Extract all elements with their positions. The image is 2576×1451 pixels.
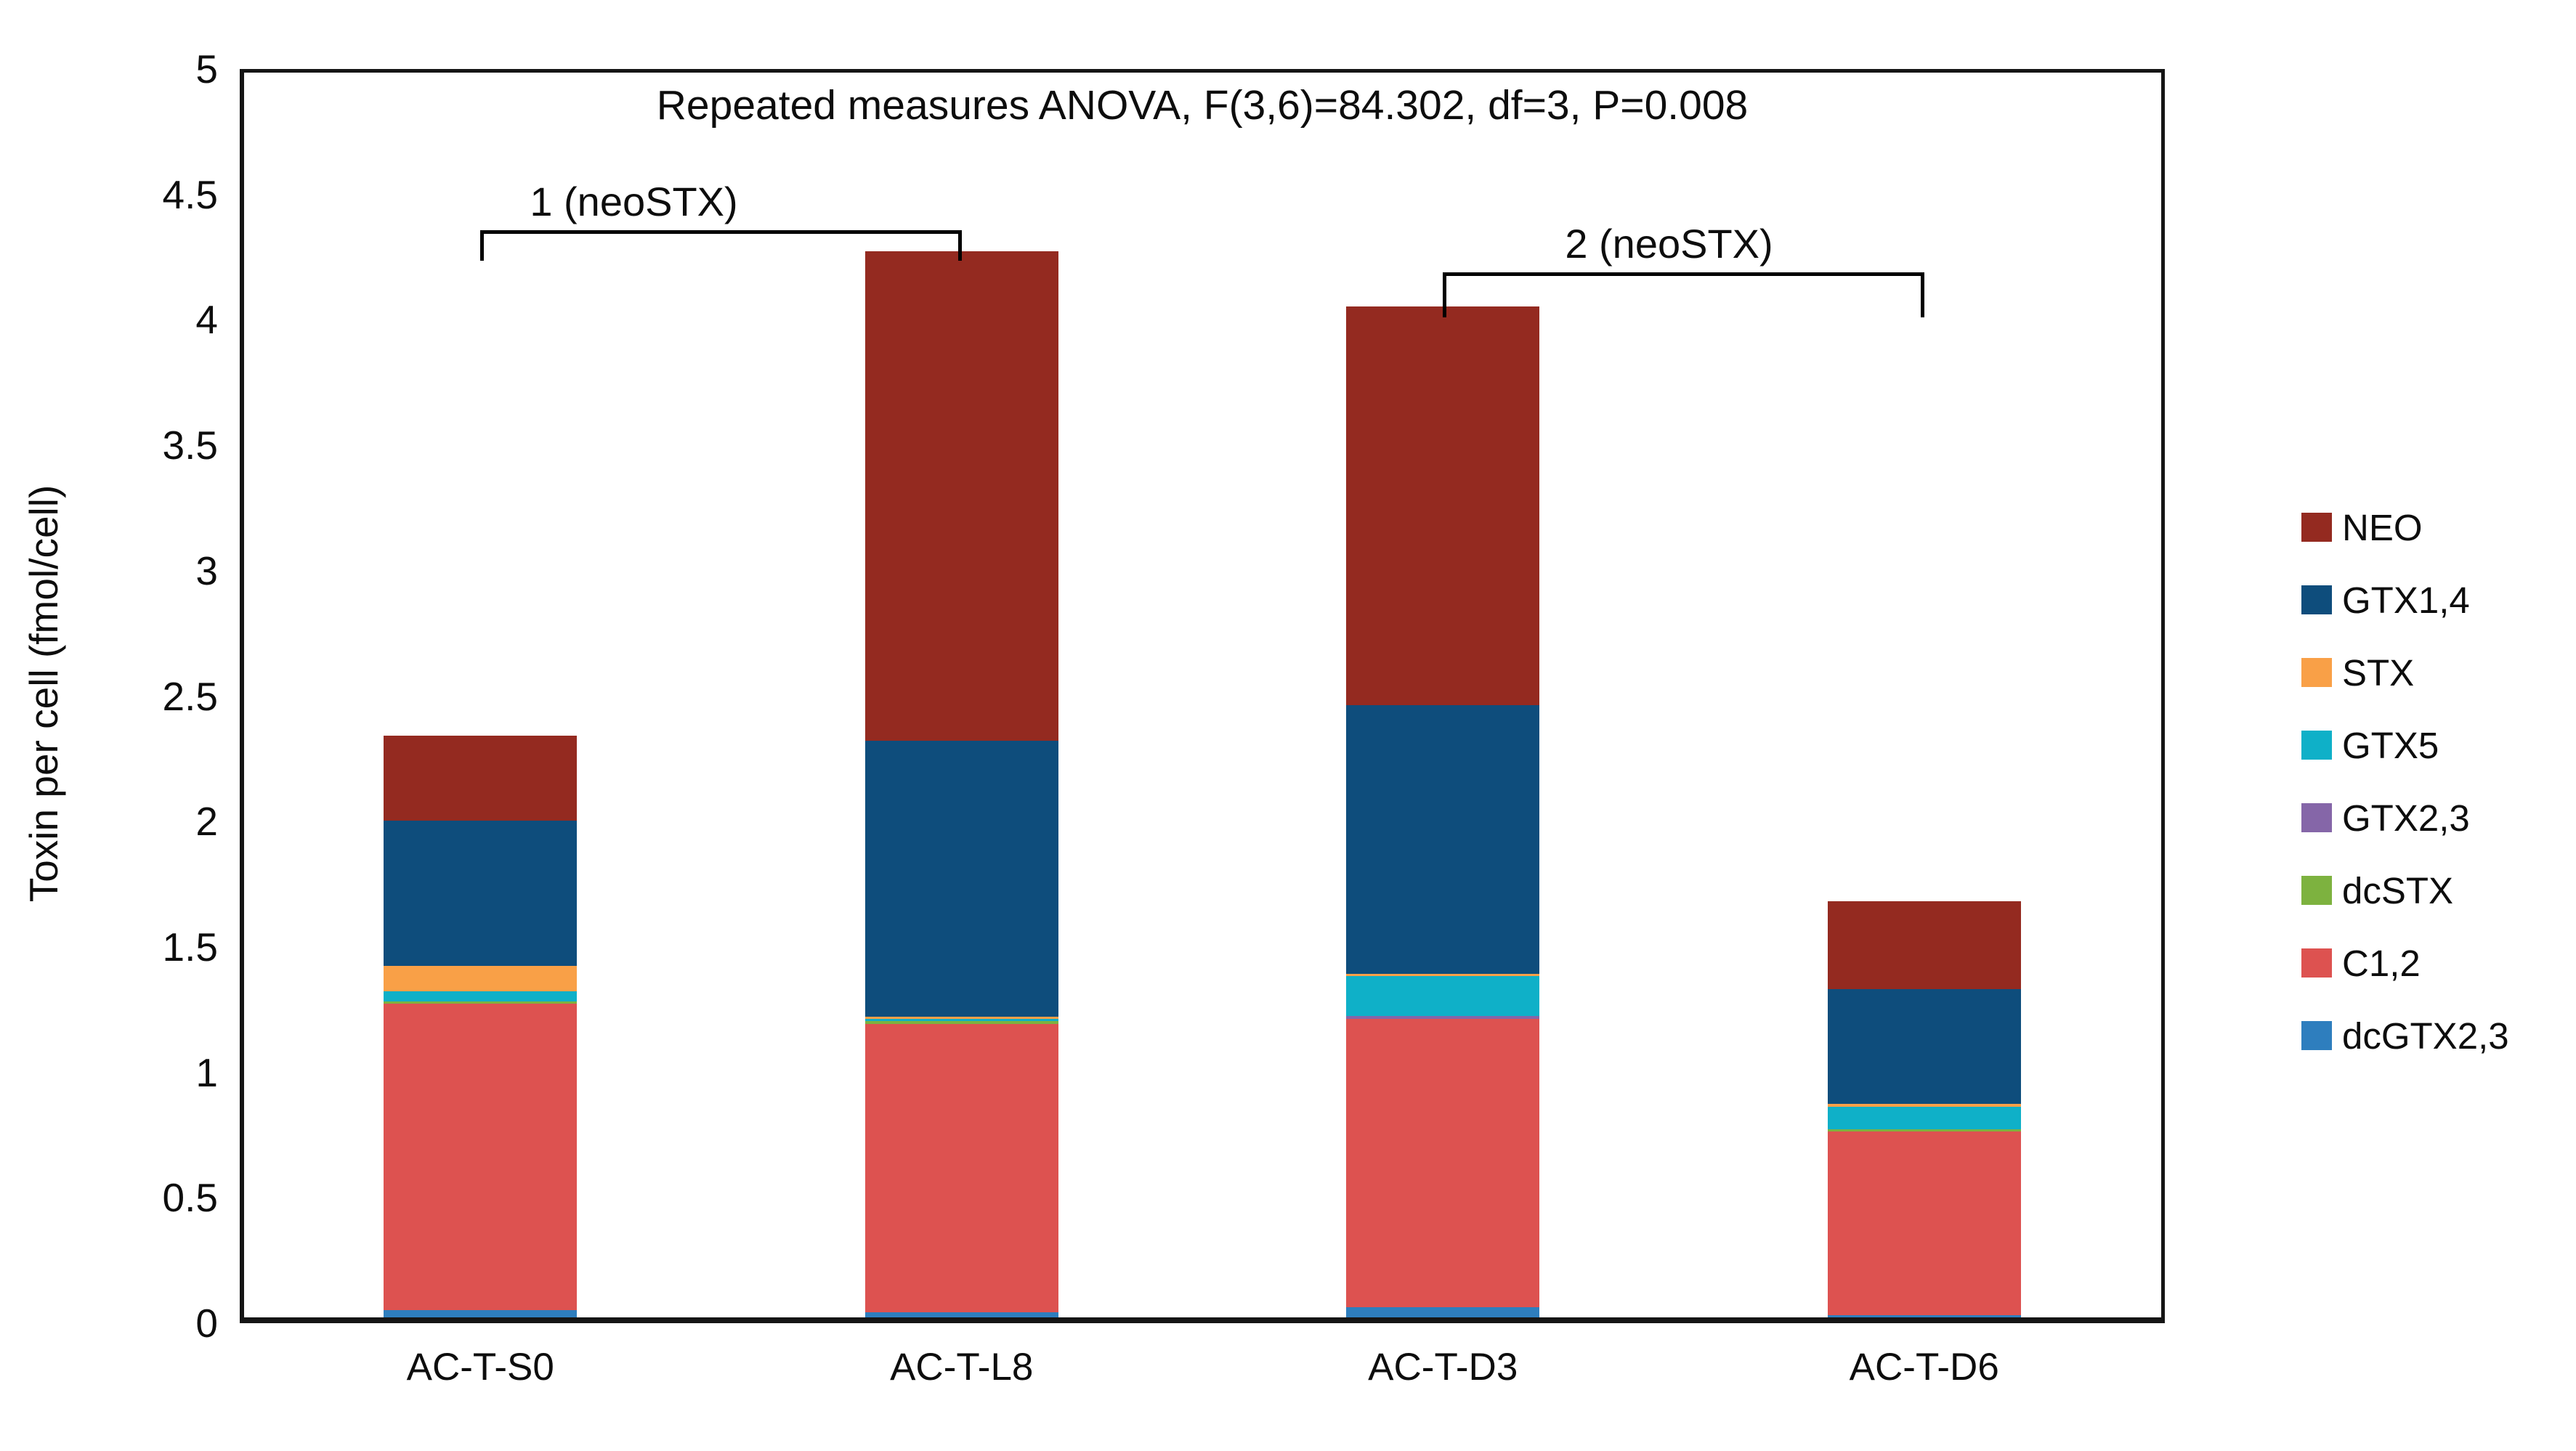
legend-label-C1,2: C1,2 [2342,942,2421,984]
bar-segment-C1,2-AC-T-D3 [1346,1018,1540,1308]
bar-AC-T-L8 [864,251,1058,1317]
plot-inner [244,73,2161,1317]
y-tick-label: 3.5 [162,423,218,468]
bracket-label-1: 1 (neoSTX) [530,179,738,224]
bracket-label-2: 2 (neoSTX) [1565,221,1773,267]
y-tick-label: 1.5 [162,924,218,970]
x-tick-label: AC-T-L8 [890,1346,1034,1389]
legend-item-dcGTX2,3: dcGTX2,3 [2301,999,2509,1072]
bracket-tick-2-left [1443,272,1447,317]
legend-label-GTX5: GTX5 [2342,724,2439,766]
legend-swatch-dcSTX [2301,876,2332,905]
bar-segment-NEO-AC-T-D6 [1827,901,2021,989]
y-tick-label: 4.5 [162,171,218,217]
bar-segment-dcSTX-AC-T-D6 [1827,1129,2021,1132]
legend: NEO GTX1,4 STX GTX5 GTX2,3 dcSTX C1,2 dcGTX2,3 [2301,491,2509,1072]
bar-segment-STX-AC-T-L8 [864,1016,1058,1019]
bracket-tick-2-right [1920,272,1924,317]
bar-segment-dcGTX2,3-AC-T-D3 [1346,1307,1540,1317]
bracket-line-1 [480,230,962,234]
y-tick-label: 3 [195,548,218,593]
legend-item-C1,2: C1,2 [2301,927,2509,999]
bar-segment-C1,2-AC-T-D6 [1827,1131,2021,1315]
bar-segment-STX-AC-T-D3 [1346,973,1540,977]
legend-label-STX: STX [2342,651,2415,694]
legend-label-NEO: NEO [2342,506,2423,548]
bar-segment-dcSTX-AC-T-S0 [384,1001,578,1004]
legend-label-GTX2,3: GTX2,3 [2342,797,2470,839]
legend-item-NEO: NEO [2301,491,2509,564]
y-tick-label: 0 [195,1301,218,1346]
bracket-tick-1-left [480,230,485,261]
bar-segment-NEO-AC-T-D3 [1346,306,1540,706]
bar-segment-STX-AC-T-D6 [1827,1104,2021,1107]
y-tick-label: 0.5 [162,1175,218,1221]
bar-segment-GTX5-AC-T-D6 [1827,1106,2021,1129]
bar-segment-STX-AC-T-S0 [384,966,578,991]
legend-label-dcGTX2,3: dcGTX2,3 [2342,1015,2509,1057]
bar-segment-C1,2-AC-T-L8 [864,1023,1058,1313]
y-tick-label: 4 [195,297,218,343]
bar-AC-T-D3 [1346,306,1540,1317]
bar-segment-NEO-AC-T-S0 [384,735,578,821]
plot-area [240,69,2165,1323]
legend-swatch-STX [2301,658,2332,687]
legend-swatch-GTX5 [2301,731,2332,760]
bar-segment-GTX5-AC-T-S0 [384,991,578,1001]
bracket-tick-1-right [957,230,962,261]
bar-segment-GTX5-AC-T-L8 [864,1018,1058,1022]
legend-label-GTX1,4: GTX1,4 [2342,579,2470,621]
bar-segment-C1,2-AC-T-S0 [384,1004,578,1310]
y-tick-label: 2.5 [162,673,218,719]
legend-swatch-C1,2 [2301,948,2332,978]
legend-item-STX: STX [2301,636,2509,709]
legend-swatch-dcGTX2,3 [2301,1021,2332,1050]
bar-segment-GTX1,4-AC-T-D6 [1827,988,2021,1105]
x-tick-label: AC-T-D3 [1368,1346,1518,1389]
bar-segment-dcSTX-AC-T-L8 [864,1021,1058,1024]
bar-AC-T-D6 [1827,901,2021,1317]
legend-item-GTX2,3: GTX2,3 [2301,781,2509,854]
chart-title: Repeated measures ANOVA, F(3,6)=84.302, … [656,82,1749,129]
bar-segment-GTX5-AC-T-D3 [1346,976,1540,1017]
bar-segment-GTX1,4-AC-T-L8 [864,740,1058,1017]
bar-segment-GTX1,4-AC-T-S0 [384,821,578,967]
y-tick-label: 1 [195,1049,218,1095]
bar-segment-dcGTX2,3-AC-T-L8 [864,1312,1058,1317]
bar-segment-dcGTX2,3-AC-T-D6 [1827,1314,2021,1317]
y-axis-label: Toxin per cell (fmol/cell) [21,484,66,903]
legend-swatch-NEO [2301,513,2332,542]
bar-segment-NEO-AC-T-L8 [864,251,1058,741]
x-tick-label: AC-T-S0 [406,1346,554,1389]
bar-AC-T-S0 [384,735,578,1317]
legend-swatch-GTX1,4 [2301,585,2332,614]
y-tick-label: 5 [195,46,218,92]
bar-segment-GTX2,3-AC-T-D3 [1346,1016,1540,1019]
bracket-line-2 [1443,272,1924,276]
x-tick-label: AC-T-D6 [1849,1346,1999,1389]
legend-item-GTX5: GTX5 [2301,709,2509,781]
legend-swatch-GTX2,3 [2301,803,2332,832]
y-tick-label: 2 [195,799,218,845]
legend-item-GTX1,4: GTX1,4 [2301,564,2509,636]
legend-item-dcSTX: dcSTX [2301,854,2509,927]
bar-segment-GTX1,4-AC-T-D3 [1346,705,1540,974]
bar-segment-dcGTX2,3-AC-T-S0 [384,1309,578,1317]
legend-label-dcSTX: dcSTX [2342,869,2454,911]
